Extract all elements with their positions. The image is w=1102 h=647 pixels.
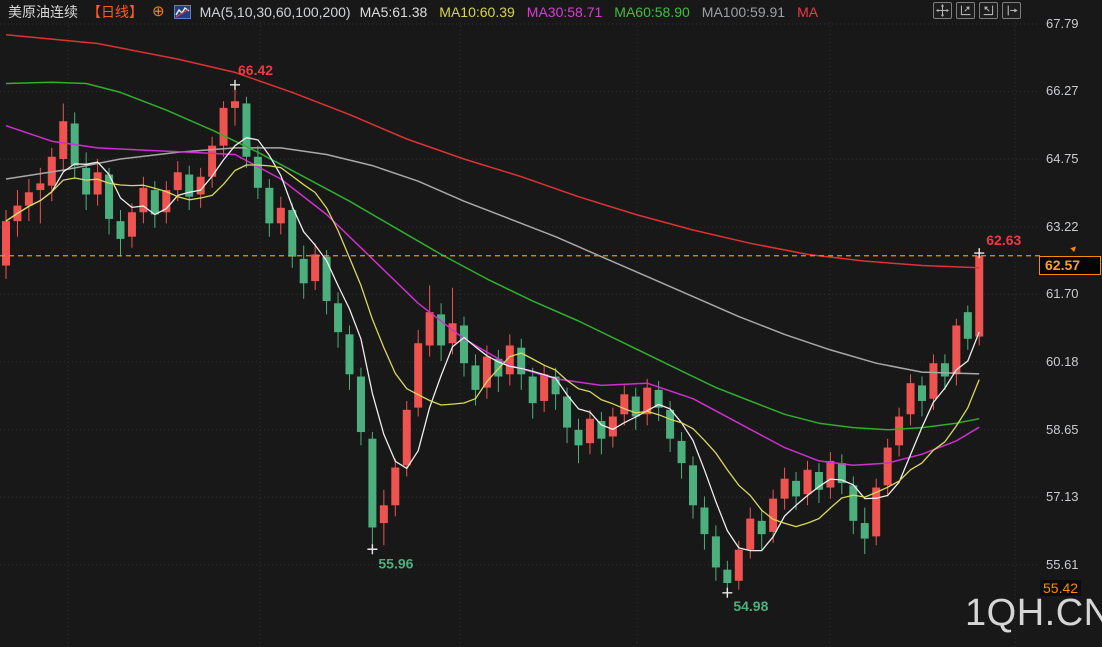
- period-label[interactable]: 【日线】: [87, 4, 143, 20]
- price-tick-label: 58.65: [1046, 421, 1079, 437]
- ma-line-ma60: [5, 81, 980, 431]
- ma-readouts: MA5:61.38 MA10:60.39 MA30:58.71 MA60:58.90 M…: [360, 4, 819, 20]
- extreme-cross-marker: [722, 587, 733, 598]
- ma-readout: MA60:58.90: [614, 4, 690, 20]
- extreme-cross-marker: [230, 79, 240, 90]
- ma-lines: [5, 33, 980, 552]
- ma-line-ma30: [5, 124, 980, 467]
- price-up-arrow-icon: ▲: [1067, 241, 1082, 255]
- price-tick-label: 60.18: [1046, 353, 1079, 369]
- price-tick-label: 55.61: [1046, 556, 1079, 572]
- price-annotations: 66.42 62.63 55.96 54.98: [230, 62, 1021, 614]
- ma-readout: MA: [797, 4, 819, 20]
- price-tick-label: 66.27: [1046, 83, 1079, 99]
- ma-settings-label: MA(5,10,30,60,100,200): [199, 4, 351, 20]
- axis-scale-left-icon[interactable]: [956, 2, 975, 19]
- price-annotation: 55.96: [378, 555, 413, 571]
- ma-readout: MA100:59.91: [701, 4, 786, 20]
- axis-scale-right-icon[interactable]: [979, 2, 998, 19]
- price-tick-label: 57.13: [1046, 489, 1079, 505]
- price-tick-label: 67.79: [1046, 16, 1079, 31]
- secondary-price-label: 55.42: [1040, 580, 1082, 596]
- gridlines: [0, 22, 1038, 647]
- price-annotation: 62.63: [986, 232, 1021, 248]
- indicator-expand-icon[interactable]: ⊕: [152, 3, 165, 20]
- chart-type-icon[interactable]: [173, 5, 191, 19]
- pan-right-icon[interactable]: [1002, 2, 1021, 19]
- price-axis[interactable]: 67.79 66.27 64.75 63.22 61.70 60.18 58.65 57.13…: [1038, 0, 1102, 647]
- candles[interactable]: [2, 84, 984, 593]
- ma-line-ma100: [5, 147, 980, 375]
- price-annotation: 66.42: [238, 62, 273, 78]
- ma-line-ma5: [5, 137, 980, 552]
- ma-line-ma200: [5, 33, 980, 269]
- chart-toolbar: [933, 2, 1021, 19]
- extreme-cross-marker: [974, 248, 985, 259]
- price-tick-label: 64.75: [1046, 150, 1079, 166]
- ma-line-ma10: [5, 164, 980, 528]
- watermark-logo: 1QH.CN: [965, 592, 1102, 634]
- ma-readout: MA30:58.71: [526, 4, 603, 20]
- symbol-title: 美原油连续: [8, 4, 78, 20]
- extreme-cross-marker: [367, 544, 378, 555]
- price-annotation: 54.98: [733, 598, 768, 614]
- crosshair-move-icon[interactable]: [933, 2, 952, 19]
- chart-header: 美原油连续 【日线】 ⊕ MA(5,10,30,60,100,200) MA5:…: [8, 2, 818, 22]
- last-price-label: 62.57: [1039, 256, 1101, 275]
- ma-readout: MA5:61.38: [359, 4, 428, 20]
- price-tick-label: 63.22: [1046, 218, 1079, 234]
- price-tick-label: 61.70: [1046, 286, 1079, 302]
- ma-readout: MA10:60.39: [439, 4, 515, 20]
